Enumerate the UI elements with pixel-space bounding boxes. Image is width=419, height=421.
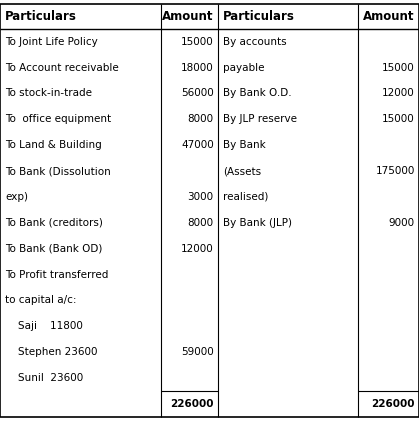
Text: To Bank (Bank OD): To Bank (Bank OD): [5, 244, 102, 253]
Text: 56000: 56000: [181, 88, 214, 99]
Text: To  office equipment: To office equipment: [5, 114, 111, 124]
Text: Amount: Amount: [363, 10, 415, 23]
Text: payable: payable: [223, 63, 264, 72]
Text: (Assets: (Assets: [223, 166, 261, 176]
Text: 3000: 3000: [188, 192, 214, 202]
Text: By JLP reserve: By JLP reserve: [223, 114, 297, 124]
Text: exp): exp): [5, 192, 28, 202]
Text: To Bank (creditors): To Bank (creditors): [5, 218, 103, 228]
Text: to capital a/c:: to capital a/c:: [5, 296, 77, 305]
Text: 12000: 12000: [382, 88, 415, 99]
Text: To Land & Building: To Land & Building: [5, 140, 102, 150]
Text: To Account receivable: To Account receivable: [5, 63, 119, 72]
Text: 175000: 175000: [375, 166, 415, 176]
Text: realised): realised): [223, 192, 268, 202]
Text: 226000: 226000: [170, 399, 214, 409]
Text: 15000: 15000: [382, 114, 415, 124]
Text: 8000: 8000: [188, 114, 214, 124]
Text: 59000: 59000: [181, 347, 214, 357]
Text: 226000: 226000: [371, 399, 415, 409]
Text: By Bank: By Bank: [223, 140, 266, 150]
Text: To Bank (Dissolution: To Bank (Dissolution: [5, 166, 111, 176]
Text: To Profit transferred: To Profit transferred: [5, 269, 109, 280]
Text: Stephen 23600: Stephen 23600: [5, 347, 98, 357]
Text: Particulars: Particulars: [5, 10, 77, 23]
Text: To stock-in-trade: To stock-in-trade: [5, 88, 92, 99]
Text: To Joint Life Policy: To Joint Life Policy: [5, 37, 98, 47]
Text: Sunil  23600: Sunil 23600: [5, 373, 83, 383]
Text: 18000: 18000: [181, 63, 214, 72]
Text: 9000: 9000: [389, 218, 415, 228]
Text: By accounts: By accounts: [223, 37, 287, 47]
Text: 47000: 47000: [181, 140, 214, 150]
Text: By Bank O.D.: By Bank O.D.: [223, 88, 292, 99]
Text: Particulars: Particulars: [223, 10, 295, 23]
Text: Amount: Amount: [162, 10, 214, 23]
Text: 12000: 12000: [181, 244, 214, 253]
Text: Saji    11800: Saji 11800: [5, 321, 83, 331]
Text: 8000: 8000: [188, 218, 214, 228]
Text: 15000: 15000: [181, 37, 214, 47]
Text: By Bank (JLP): By Bank (JLP): [223, 218, 292, 228]
Text: 15000: 15000: [382, 63, 415, 72]
